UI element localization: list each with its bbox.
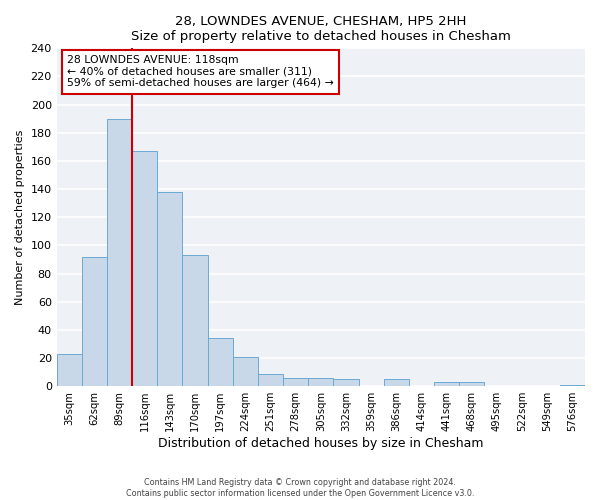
Bar <box>56 354 82 386</box>
Bar <box>208 338 233 386</box>
Bar <box>308 378 334 386</box>
Bar <box>334 379 359 386</box>
Bar <box>434 382 459 386</box>
Y-axis label: Number of detached properties: Number of detached properties <box>15 130 25 305</box>
Bar <box>82 256 107 386</box>
Bar <box>157 192 182 386</box>
Text: 28 LOWNDES AVENUE: 118sqm
← 40% of detached houses are smaller (311)
59% of semi: 28 LOWNDES AVENUE: 118sqm ← 40% of detac… <box>67 55 334 88</box>
X-axis label: Distribution of detached houses by size in Chesham: Distribution of detached houses by size … <box>158 437 484 450</box>
Bar <box>459 382 484 386</box>
Bar <box>560 385 585 386</box>
Title: 28, LOWNDES AVENUE, CHESHAM, HP5 2HH
Size of property relative to detached house: 28, LOWNDES AVENUE, CHESHAM, HP5 2HH Siz… <box>131 15 511 43</box>
Bar <box>258 374 283 386</box>
Bar <box>283 378 308 386</box>
Bar <box>107 118 132 386</box>
Bar <box>233 356 258 386</box>
Text: Contains HM Land Registry data © Crown copyright and database right 2024.
Contai: Contains HM Land Registry data © Crown c… <box>126 478 474 498</box>
Bar <box>384 379 409 386</box>
Bar <box>182 256 208 386</box>
Bar <box>132 151 157 386</box>
